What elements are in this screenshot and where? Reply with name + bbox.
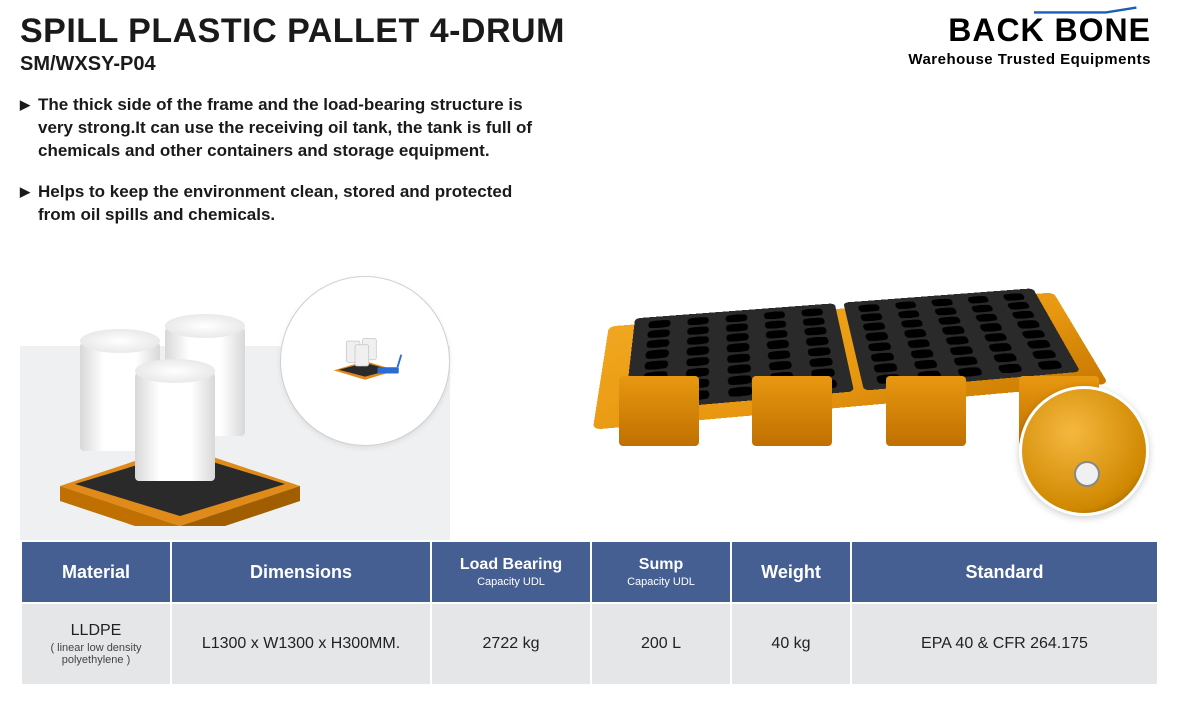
bullet-triangle-icon: ▶	[20, 94, 30, 163]
table-row: LLDPE( linear low density polyethylene )…	[21, 603, 1158, 685]
bullet-text: The thick side of the frame and the load…	[38, 94, 540, 163]
bullet-triangle-icon: ▶	[20, 181, 30, 227]
bullet-item: ▶ The thick side of the frame and the lo…	[20, 94, 540, 163]
bullet-text: Helps to keep the environment clean, sto…	[38, 181, 540, 227]
bullet-list: ▶ The thick side of the frame and the lo…	[20, 94, 540, 227]
drain-plug-callout	[1019, 386, 1149, 516]
table-header-row: Material Dimensions Load BearingCapacity…	[21, 541, 1158, 603]
title-block: SPILL PLASTIC PALLET 4-DRUM SM/WXSY-P04	[20, 12, 908, 76]
spec-table: Material Dimensions Load BearingCapacity…	[20, 540, 1159, 686]
logo-text-left: BACK	[948, 12, 1044, 48]
cell-dimensions: L1300 x W1300 x H300MM.	[171, 603, 431, 685]
cell-sump: 200 L	[591, 603, 731, 685]
col-load: Load BearingCapacity UDL	[431, 541, 591, 603]
bullet-item: ▶ Helps to keep the environment clean, s…	[20, 181, 540, 227]
col-standard: Standard	[851, 541, 1158, 603]
header: SPILL PLASTIC PALLET 4-DRUM SM/WXSY-P04 …	[0, 0, 1179, 76]
logo-swoosh-icon	[1021, 6, 1151, 14]
callout-circle	[280, 276, 450, 446]
cell-standard: EPA 40 & CFR 264.175	[851, 603, 1158, 685]
product-image	[579, 136, 1139, 496]
col-sump: SumpCapacity UDL	[591, 541, 731, 603]
logo-tagline: Warehouse Trusted Equipments	[908, 51, 1151, 68]
cell-weight: 40 kg	[731, 603, 851, 685]
drum-icon	[135, 371, 215, 481]
page-title: SPILL PLASTIC PALLET 4-DRUM	[20, 12, 908, 51]
pallet-leg	[619, 376, 699, 446]
pallet-leg	[752, 376, 832, 446]
col-weight: Weight	[731, 541, 851, 603]
pallet-jack-icon	[320, 336, 410, 386]
col-material: Material	[21, 541, 171, 603]
cell-load: 2722 kg	[431, 603, 591, 685]
col-dimensions: Dimensions	[171, 541, 431, 603]
sku-code: SM/WXSY-P04	[20, 53, 908, 76]
content-area: ▶ The thick side of the frame and the lo…	[0, 76, 1179, 536]
pallet-leg	[886, 376, 966, 446]
cell-material: LLDPE( linear low density polyethylene )	[21, 603, 171, 685]
brand-logo: BACK BONE Warehouse Trusted Equipments	[908, 12, 1159, 76]
illustration-left	[20, 266, 450, 546]
logo-text-right: BONE	[1055, 12, 1151, 48]
